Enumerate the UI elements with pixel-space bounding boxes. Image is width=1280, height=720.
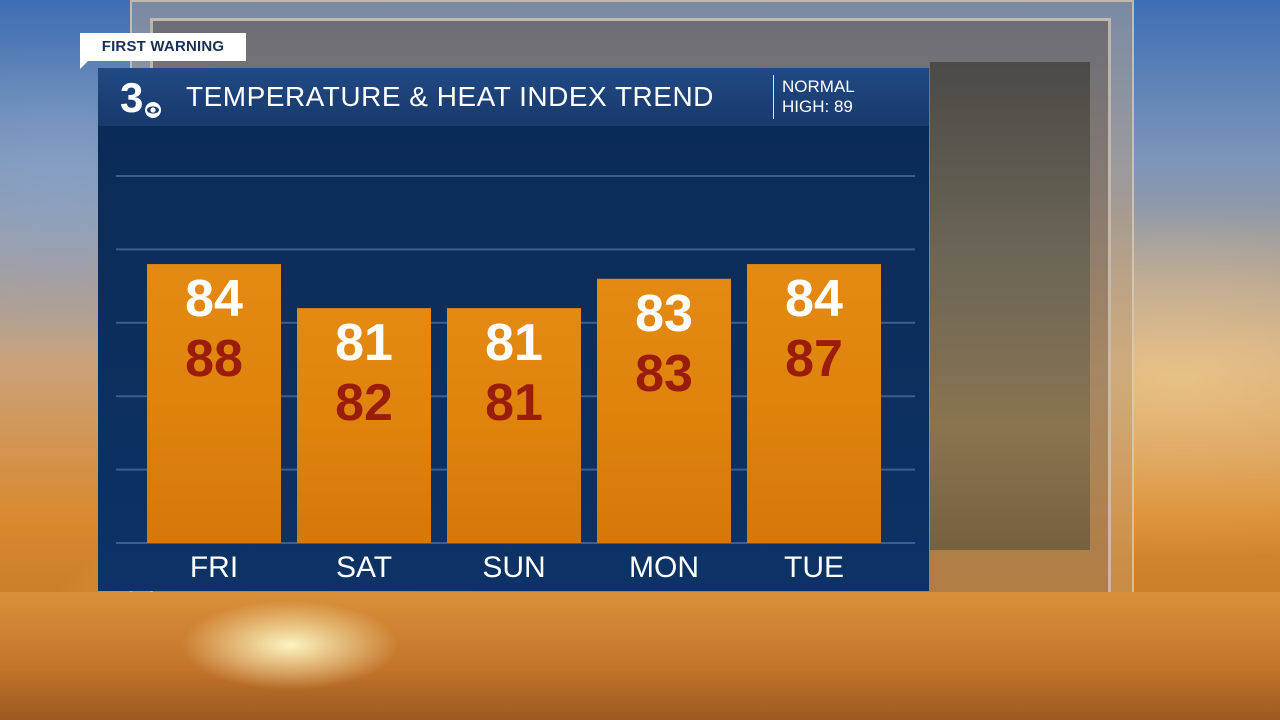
day-label-fri: FRI — [190, 551, 238, 584]
temperature-bar-fri — [147, 264, 281, 543]
logo-eye-pupil — [150, 107, 156, 113]
sun-glow — [180, 600, 400, 690]
heat-index-label-mon: 83 — [635, 345, 693, 403]
heat-index-label-fri: 88 — [185, 330, 243, 388]
first-warning-tag: FIRST WARNING — [80, 33, 246, 61]
day-label-sat: SAT — [336, 551, 392, 584]
day-label-mon: MON — [629, 551, 699, 584]
temperature-bar-tue — [747, 264, 881, 543]
temperature-label-tue: 84 — [785, 270, 843, 328]
day-label-tue: TUE — [784, 551, 844, 584]
heat-index-label-sat: 82 — [335, 374, 393, 432]
first-warning-tag-tail — [80, 61, 88, 69]
chart-title: TEMPERATURE & HEAT INDEX TREND — [186, 81, 714, 112]
studio-screen — [930, 62, 1090, 550]
temperature-bar-sat — [297, 308, 431, 543]
temperature-label-sun: 81 — [485, 314, 543, 372]
normal-high-label: NORMAL HIGH: 89 — [782, 77, 855, 117]
normal-label-line2: HIGH: 89 — [782, 97, 853, 116]
temperature-bar-mon — [597, 278, 731, 543]
temperature-label-fri: 84 — [185, 270, 243, 328]
logo-number: 3 — [120, 74, 143, 120]
heat-index-label-tue: 87 — [785, 330, 843, 388]
heat-index-label-sun: 81 — [485, 374, 543, 432]
panel-header: 3 TEMPERATURE & HEAT INDEX TREND NORMAL … — [98, 68, 929, 126]
temperature-label-mon: 83 — [635, 285, 693, 343]
temperature-bar-sun — [447, 308, 581, 543]
temperature-label-sat: 81 — [335, 314, 393, 372]
station-logo-icon: 3 — [120, 74, 161, 120]
normal-label-line1: NORMAL — [782, 77, 855, 96]
header-divider — [773, 75, 774, 119]
day-label-sun: SUN — [482, 551, 545, 584]
